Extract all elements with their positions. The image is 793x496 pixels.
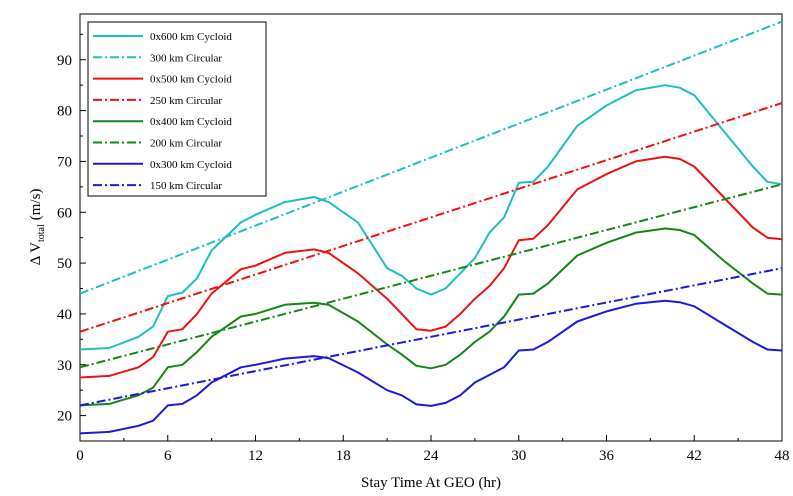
x-axis-title: Stay Time At GEO (hr) [361, 475, 501, 491]
series-line [79, 155, 783, 379]
y-tick-label: 60 [57, 205, 72, 221]
y-tick-label: 40 [57, 307, 72, 323]
legend-label: 300 km Circular [150, 52, 222, 64]
y-axis: 20 30 40 50 60 70 80 90 [57, 33, 86, 442]
x-tick-label: 24 [424, 448, 440, 464]
series-line [79, 20, 783, 295]
x-tick-label: 30 [511, 448, 526, 464]
x-tick-label: 18 [336, 448, 351, 464]
legend-label: 0x500 km Cycloid [150, 74, 232, 86]
legend-box [87, 21, 267, 197]
legend-label: 0x400 km Cycloid [150, 116, 232, 128]
legend-label: 0x600 km Cycloid [150, 31, 232, 43]
y-tick-label: 80 [57, 104, 72, 120]
y-axis-title-subscript: total [36, 224, 47, 242]
y-axis-title: Δ Vtotal (m/s) [28, 189, 47, 266]
x-tick-label: 6 [164, 448, 172, 464]
y-axis-title-suffix: (m/s) [28, 189, 44, 221]
series-line [79, 84, 783, 351]
y-tick-label: 90 [57, 53, 72, 69]
y-tick-label: 30 [57, 358, 72, 374]
y-axis-title-prefix: Δ V [28, 242, 44, 266]
legend-label: 0x300 km Cycloid [150, 159, 232, 171]
series-line [79, 299, 783, 435]
x-tick-label: 0 [76, 448, 84, 464]
legend-label: 150 km Circular [150, 180, 222, 192]
series-line [79, 227, 783, 407]
y-tick-label: 50 [57, 256, 72, 272]
series-line [79, 267, 783, 407]
series-line [79, 102, 783, 333]
series-line [79, 183, 783, 369]
y-tick-label: 70 [57, 154, 72, 170]
y-tick-label: 20 [57, 409, 72, 425]
x-tick-label: 12 [248, 448, 263, 464]
x-tick-label: 42 [687, 448, 702, 464]
legend-label: 250 km Circular [150, 95, 222, 107]
series-layer [79, 20, 783, 435]
x-tick-label: 48 [775, 448, 790, 464]
legend: 0x600 km Cycloid 300 km Circular 0x500 km … [87, 21, 267, 197]
x-tick-label: 36 [599, 448, 615, 464]
x-axis: 0 6 12 18 24 30 36 42 48 [76, 435, 790, 464]
legend-label: 200 km Circular [150, 138, 222, 150]
